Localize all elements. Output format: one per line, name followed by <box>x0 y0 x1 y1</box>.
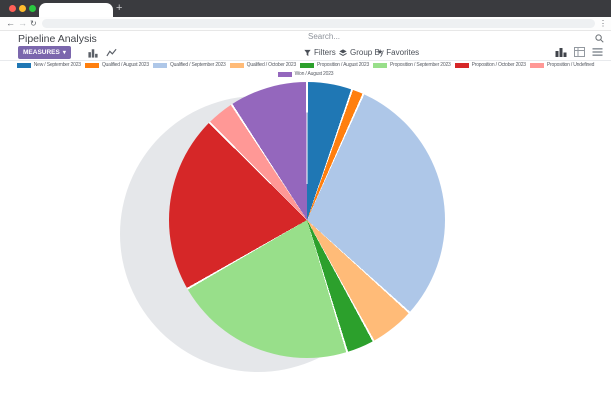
bar-chart-icon <box>88 49 98 58</box>
filters-button[interactable]: Filters <box>304 47 336 59</box>
pie-chart[interactable] <box>169 82 445 358</box>
forward-icon[interactable]: → <box>18 18 27 28</box>
group-by-label: Group By <box>350 48 384 57</box>
layers-icon <box>339 49 347 56</box>
legend-item[interactable]: Proposition / Undefined <box>529 62 595 68</box>
legend-item[interactable]: New / September 2023 <box>16 62 81 68</box>
control-panel-top: Pipeline Analysis <box>0 31 611 45</box>
legend-label: New / September 2023 <box>33 62 81 68</box>
close-window-button[interactable] <box>9 5 16 12</box>
control-panel-buttons: MEASURES ▾ <box>0 45 611 372</box>
new-tab-button[interactable]: + <box>116 2 123 14</box>
reload-icon[interactable]: ↻ <box>30 19 37 28</box>
legend-swatch <box>454 62 469 68</box>
browser-toolbar: ← → ↻ ⋮ <box>0 17 611 31</box>
legend-item[interactable]: Qualified / October 2023 <box>229 62 297 68</box>
line-chart-icon <box>105 48 117 57</box>
address-bar[interactable] <box>42 19 595 28</box>
legend-swatch <box>152 62 167 68</box>
measures-label: MEASURES <box>23 49 60 56</box>
bar-chart-type-button[interactable] <box>85 47 101 59</box>
star-icon: ★ <box>377 49 384 56</box>
legend-swatch <box>277 71 292 77</box>
legend-swatch <box>229 62 244 68</box>
chart-legend: New / September 2023 Qualified / August … <box>0 62 611 77</box>
pivot-view-button[interactable] <box>574 47 585 57</box>
minimize-window-button[interactable] <box>19 5 26 12</box>
legend-swatch <box>529 62 544 68</box>
filter-icon <box>304 49 311 57</box>
view-switcher <box>555 47 603 57</box>
browser-menu-icon[interactable]: ⋮ <box>599 19 607 28</box>
legend-label: Won / August 2023 <box>294 71 334 77</box>
browser-title-bar: + <box>0 0 611 17</box>
filters-label: Filters <box>314 48 336 57</box>
search-bar <box>300 31 606 45</box>
legend-item[interactable]: Proposition / September 2023 <box>373 62 451 68</box>
browser-tab[interactable] <box>39 3 113 17</box>
back-icon[interactable]: ← <box>6 18 15 28</box>
legend-swatch <box>300 62 315 68</box>
legend-label: Proposition / August 2023 <box>317 62 370 68</box>
legend-item[interactable]: Proposition / October 2023 <box>454 62 526 68</box>
legend-item[interactable]: Qualified / September 2023 <box>152 62 226 68</box>
list-view-icon <box>592 48 603 56</box>
page-title: Pipeline Analysis <box>18 33 97 45</box>
app-content: Pipeline Analysis MEASURES ▾ <box>0 31 611 400</box>
zoom-window-button[interactable] <box>29 5 36 12</box>
pivot-view-icon <box>574 47 585 57</box>
legend-label: Qualified / October 2023 <box>246 62 297 68</box>
measures-button[interactable]: MEASURES ▾ <box>18 46 71 59</box>
legend-label: Qualified / September 2023 <box>169 62 226 68</box>
legend-label: Proposition / October 2023 <box>471 62 526 68</box>
group-by-button[interactable]: Group By <box>339 47 384 59</box>
legend-item[interactable]: Qualified / August 2023 <box>84 62 149 68</box>
legend-label: Proposition / September 2023 <box>390 62 451 68</box>
search-icon[interactable] <box>595 34 604 43</box>
favorites-label: Favorites <box>386 48 420 57</box>
search-input[interactable] <box>308 32 558 41</box>
legend-label: Qualified / August 2023 <box>101 62 149 68</box>
legend-swatch <box>84 62 99 68</box>
graph-view-button[interactable] <box>555 47 567 57</box>
legend-label: Proposition / Undefined <box>546 62 595 68</box>
legend-swatch <box>16 62 31 68</box>
line-chart-type-button[interactable] <box>103 47 119 59</box>
chevron-down-icon: ▾ <box>62 50 66 56</box>
legend-item[interactable]: Won / August 2023 <box>277 71 334 77</box>
legend-item[interactable]: Proposition / August 2023 <box>300 62 369 68</box>
graph-view-icon <box>555 48 567 57</box>
list-view-button[interactable] <box>592 47 603 57</box>
favorites-button[interactable]: ★ Favorites <box>377 47 419 59</box>
legend-swatch <box>373 62 388 68</box>
